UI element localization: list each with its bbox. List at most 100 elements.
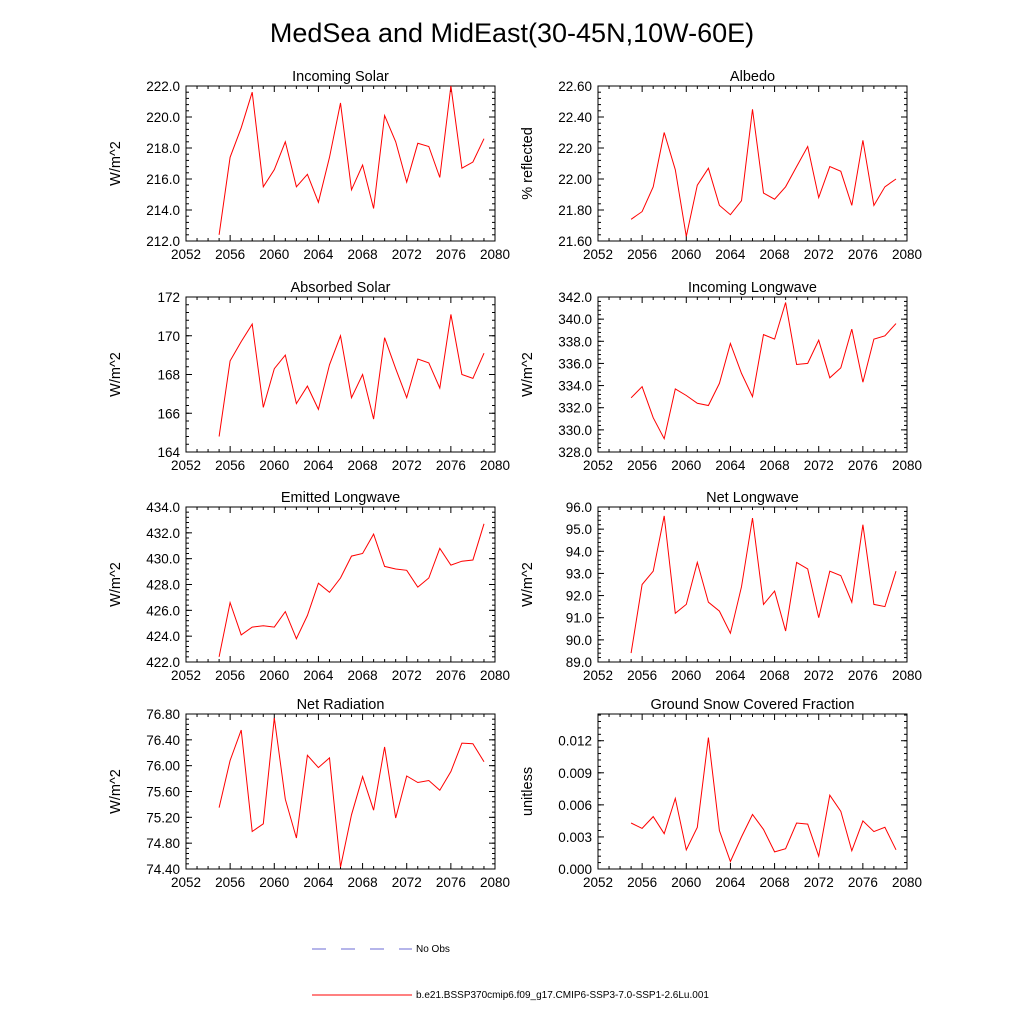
ground-snow-covered-fraction-xtick-label: 2052 xyxy=(583,875,613,890)
albedo-ytick-label: 21.60 xyxy=(558,234,592,249)
emitted-longwave-xtick-label: 2052 xyxy=(171,668,201,683)
legend: No Obs b.e21.BSSP370cmip6.f09_g17.CMIP6-… xyxy=(312,944,709,1001)
absorbed-solar-ytick-label: 172 xyxy=(157,290,180,305)
incoming-longwave-xtick-label: 2060 xyxy=(671,458,701,473)
incoming-solar-xtick-label: 2052 xyxy=(171,247,201,262)
net-radiation-xtick-label: 2052 xyxy=(171,875,201,890)
incoming-solar-ytick-label: 220.0 xyxy=(146,110,180,125)
albedo-ytick-label: 22.00 xyxy=(558,172,592,187)
net-radiation-ytick-label: 75.60 xyxy=(146,785,180,800)
emitted-longwave-xtick-label: 2076 xyxy=(436,668,466,683)
emitted-longwave-xtick-label: 2080 xyxy=(480,668,510,683)
net-longwave-ytick-label: 91.0 xyxy=(566,611,592,626)
ground-snow-covered-fraction-ytick-label: 0.000 xyxy=(558,862,592,877)
incoming-solar-xtick-label: 2068 xyxy=(348,247,378,262)
ground-snow-covered-fraction-ytick-label: 0.012 xyxy=(558,734,592,749)
panel-absorbed-solar: Absorbed Solar W/m^2 2052 2056 2060 2064 2068 2… xyxy=(108,280,510,473)
emitted-longwave-ytick-label: 426.0 xyxy=(146,603,180,618)
incoming-solar-plot-frame xyxy=(185,85,496,242)
net-longwave-ytick-label: 94.0 xyxy=(566,544,592,559)
albedo-ytick-label: 21.80 xyxy=(558,203,592,218)
emitted-longwave-ytick-label: 422.0 xyxy=(146,655,180,670)
net-longwave-ytick-label: 96.0 xyxy=(566,500,592,515)
net-radiation-ytick-label: 76.40 xyxy=(146,733,180,748)
absorbed-solar-xtick-label: 2076 xyxy=(436,458,466,473)
net-longwave-xtick-label: 2076 xyxy=(848,668,878,683)
incoming-longwave-ytick-label: 334.0 xyxy=(558,379,592,394)
net-longwave-ytick-label: 95.0 xyxy=(566,522,592,537)
net-longwave-xtick-label: 2056 xyxy=(627,668,657,683)
incoming-longwave-ytick-label: 336.0 xyxy=(558,356,592,371)
net-radiation-xtick-label: 2080 xyxy=(480,875,510,890)
net-radiation-xtick-label: 2068 xyxy=(348,875,378,890)
albedo-xtick-label: 2076 xyxy=(848,247,878,262)
net-radiation-ytick-label: 74.80 xyxy=(146,836,180,851)
emitted-longwave-ylabel: W/m^2 xyxy=(108,562,124,607)
incoming-solar-xtick-label: 2080 xyxy=(480,247,510,262)
ground-snow-covered-fraction-ytick-label: 0.009 xyxy=(558,766,592,781)
albedo-ytick-label: 22.60 xyxy=(558,79,592,94)
net-longwave-xtick-label: 2072 xyxy=(804,668,834,683)
panel-albedo: Albedo % reflected 2052 2056 2060 2064 2068 207… xyxy=(520,69,922,262)
albedo-ytick-label: 22.40 xyxy=(558,110,592,125)
incoming-solar-title: Incoming Solar xyxy=(292,69,389,85)
ground-snow-covered-fraction-xtick-label: 2080 xyxy=(892,875,922,890)
absorbed-solar-xtick-label: 2064 xyxy=(303,458,334,473)
incoming-longwave-ytick-label: 328.0 xyxy=(558,445,592,460)
emitted-longwave-ytick-label: 428.0 xyxy=(146,578,180,593)
incoming-solar-series-line xyxy=(218,85,485,235)
incoming-longwave-xtick-label: 2052 xyxy=(583,458,613,473)
emitted-longwave-xtick-label: 2064 xyxy=(303,668,334,683)
emitted-longwave-series-line xyxy=(218,523,485,657)
net-longwave-series-line xyxy=(630,515,897,654)
net-radiation-ytick-label: 76.00 xyxy=(146,759,180,774)
albedo-ylabel: % reflected xyxy=(520,127,536,200)
incoming-longwave-ytick-label: 340.0 xyxy=(558,312,592,327)
emitted-longwave-plot-frame xyxy=(185,506,496,663)
panel-emitted-longwave: Emitted Longwave W/m^2 2052 2056 2060 2064 206… xyxy=(108,490,510,683)
incoming-longwave-ytick-label: 342.0 xyxy=(558,290,592,305)
incoming-solar-xtick-label: 2056 xyxy=(215,247,245,262)
albedo-series-line xyxy=(630,109,897,237)
ground-snow-covered-fraction-ytick-label: 0.006 xyxy=(558,798,592,813)
absorbed-solar-ytick-label: 166 xyxy=(157,406,180,421)
absorbed-solar-title: Absorbed Solar xyxy=(291,280,391,296)
ground-snow-covered-fraction-xtick-label: 2060 xyxy=(671,875,701,890)
net-radiation-ytick-label: 75.20 xyxy=(146,810,180,825)
net-radiation-xtick-label: 2076 xyxy=(436,875,466,890)
figure-title: MedSea and MidEast(30-45N,10W-60E) xyxy=(270,18,754,48)
panel-incoming-longwave: Incoming Longwave W/m^2 2052 2056 2060 2064 20… xyxy=(520,280,922,473)
emitted-longwave-title: Emitted Longwave xyxy=(281,490,400,506)
net-radiation-title: Net Radiation xyxy=(297,697,385,713)
ground-snow-covered-fraction-xtick-label: 2056 xyxy=(627,875,657,890)
incoming-longwave-xtick-label: 2072 xyxy=(804,458,834,473)
incoming-solar-xtick-label: 2072 xyxy=(392,247,422,262)
incoming-solar-ytick-label: 218.0 xyxy=(146,141,180,156)
net-longwave-ytick-label: 90.0 xyxy=(566,633,592,648)
panel-ground-snow-covered-fraction: Ground Snow Covered Fraction unitless 2052… xyxy=(520,697,922,890)
albedo-ytick-label: 22.20 xyxy=(558,141,592,156)
net-longwave-title: Net Longwave xyxy=(706,490,799,506)
emitted-longwave-xtick-label: 2056 xyxy=(215,668,245,683)
absorbed-solar-xtick-label: 2072 xyxy=(392,458,422,473)
net-radiation-ytick-label: 76.80 xyxy=(146,707,180,722)
absorbed-solar-series-line xyxy=(218,314,485,437)
net-longwave-xtick-label: 2064 xyxy=(715,668,746,683)
emitted-longwave-xtick-label: 2068 xyxy=(348,668,378,683)
ground-snow-covered-fraction-ylabel: unitless xyxy=(520,767,536,816)
emitted-longwave-ytick-label: 434.0 xyxy=(146,500,180,515)
net-longwave-ylabel: W/m^2 xyxy=(520,562,536,607)
incoming-longwave-title: Incoming Longwave xyxy=(688,280,817,296)
absorbed-solar-xtick-label: 2080 xyxy=(480,458,510,473)
albedo-xtick-label: 2060 xyxy=(671,247,701,262)
ground-snow-covered-fraction-xtick-label: 2072 xyxy=(804,875,834,890)
emitted-longwave-ytick-label: 430.0 xyxy=(146,552,180,567)
panel-net-longwave: Net Longwave W/m^2 2052 2056 2060 2064 2068 207… xyxy=(520,490,922,683)
incoming-longwave-xtick-label: 2076 xyxy=(848,458,878,473)
absorbed-solar-ytick-label: 164 xyxy=(157,445,180,460)
ground-snow-covered-fraction-plot-frame xyxy=(597,713,908,870)
absorbed-solar-xtick-label: 2052 xyxy=(171,458,201,473)
incoming-solar-ytick-label: 222.0 xyxy=(146,79,180,94)
incoming-solar-ytick-label: 216.0 xyxy=(146,172,180,187)
